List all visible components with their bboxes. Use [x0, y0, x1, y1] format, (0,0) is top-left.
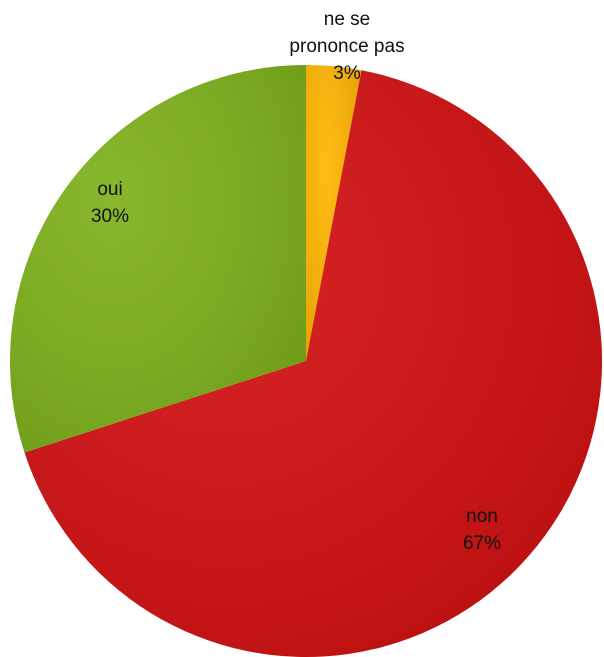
value-label: 3% [333, 63, 361, 84]
value-label: 67% [462, 533, 502, 554]
category-label: non [466, 506, 498, 527]
data-label: non 67% [422, 503, 542, 557]
category-label: oui [97, 179, 123, 200]
slice-shade [9, 65, 307, 453]
slice-shade [306, 65, 362, 361]
data-label: oui 30% [50, 176, 170, 230]
value-label: 30% [90, 206, 130, 227]
slice-shade [24, 70, 603, 657]
data-label: ne se prononce pas 3% [285, 6, 410, 87]
category-label: ne se prononce pas [289, 9, 405, 57]
